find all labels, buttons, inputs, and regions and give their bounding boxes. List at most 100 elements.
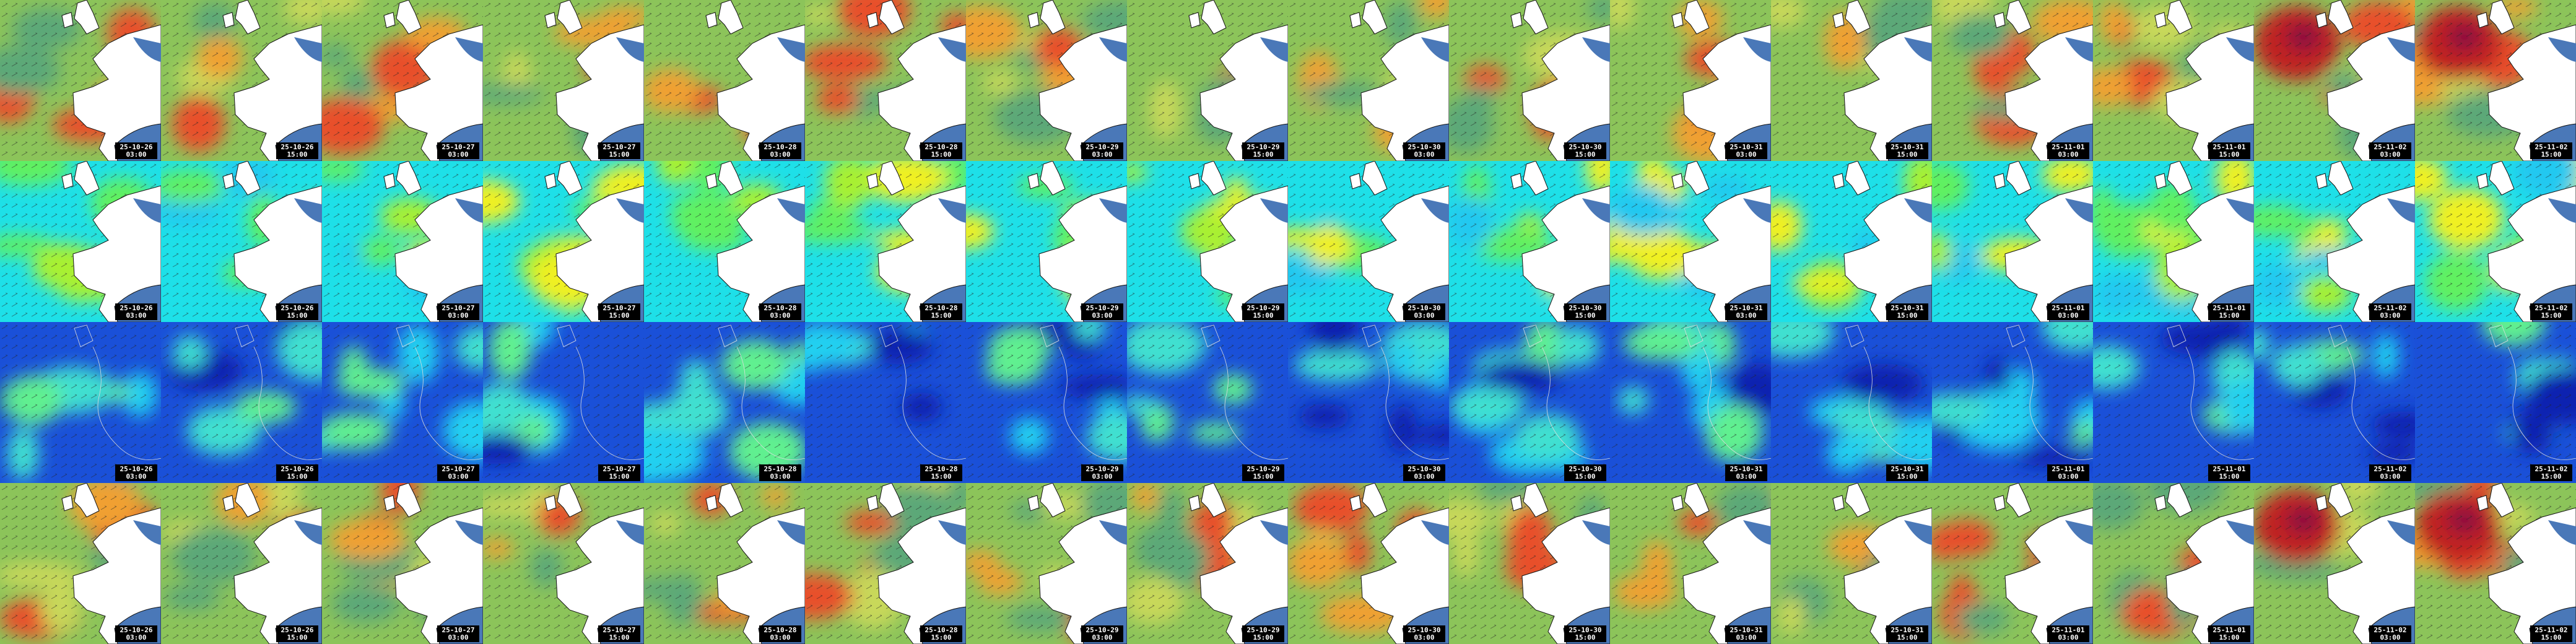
timestamp-date: 25-11-01	[2213, 143, 2246, 151]
ireland	[2315, 173, 2328, 189]
sea-inner	[1099, 37, 1127, 62]
ireland	[544, 495, 557, 511]
wind-arrows	[966, 322, 1127, 483]
sea-inner	[1260, 520, 1288, 545]
land-europe	[1038, 507, 1127, 644]
sea-inner	[2548, 198, 2576, 223]
sea-inner	[294, 520, 322, 545]
timestamp-time: 03:00	[2058, 311, 2078, 320]
land-europe	[1843, 185, 1932, 322]
british-isles	[2489, 483, 2515, 518]
land-europe	[1360, 185, 1449, 322]
timestamp-date: 25-10-27	[442, 143, 475, 151]
timestamp-box	[2530, 625, 2572, 642]
timestamp-time: 15:00	[1897, 472, 1917, 481]
land-europe	[72, 185, 161, 322]
timestamp-date: 25-10-28	[764, 304, 797, 312]
british-isles	[2006, 0, 2032, 35]
timestamp-date: 25-10-29	[1086, 626, 1119, 634]
timestamp-date: 25-10-30	[1408, 465, 1441, 473]
timestamp-time: 15:00	[1253, 150, 1273, 159]
ireland	[1832, 12, 1845, 28]
british-isles	[1362, 161, 1388, 196]
coastline	[1362, 324, 1449, 460]
ireland	[705, 173, 718, 189]
land-europe	[716, 24, 805, 161]
timestamp-date: 25-10-31	[1891, 626, 1924, 634]
timestamp-time: 03:00	[1736, 150, 1756, 159]
ireland	[1671, 12, 1684, 28]
ireland	[1671, 495, 1684, 511]
timestamp-box	[2047, 464, 2089, 481]
timestamp-box	[598, 625, 640, 642]
timestamp-time: 03:00	[126, 150, 146, 159]
timestamp-date: 25-10-26	[281, 465, 314, 473]
timestamp-time: 03:00	[1092, 311, 1112, 320]
land-europe	[1521, 185, 1610, 322]
ireland	[866, 12, 879, 28]
timestamp-date: 25-10-28	[764, 143, 797, 151]
british-isles	[2167, 161, 2193, 196]
timestamp-date: 25-10-27	[603, 465, 636, 473]
land-europe	[394, 24, 483, 161]
sea-inner	[2065, 520, 2093, 545]
timestamp-time: 15:00	[1253, 311, 1273, 320]
sea-inner	[2387, 37, 2415, 62]
land-europe	[2487, 24, 2576, 161]
timestamp-date: 25-11-01	[2052, 304, 2085, 312]
coastline	[2328, 324, 2415, 460]
coastline	[1201, 324, 1288, 460]
british-isles	[1201, 483, 1227, 518]
land-europe	[1199, 507, 1288, 644]
timestamp-time: 03:00	[1092, 472, 1112, 481]
sea-inner	[1260, 37, 1288, 62]
sea-inner	[938, 37, 966, 62]
timestamp-box	[920, 464, 962, 481]
timestamp-box	[2530, 464, 2572, 481]
british-isles	[74, 161, 100, 196]
ireland	[222, 12, 235, 28]
ireland	[2315, 12, 2328, 28]
timestamp-date: 25-11-02	[2535, 304, 2568, 312]
wind-arrows	[161, 322, 322, 483]
timestamp-time: 03:00	[2058, 633, 2078, 642]
timestamp-box	[437, 464, 479, 481]
timestamp-time: 03:00	[126, 633, 146, 642]
timestamp-box	[2047, 142, 2089, 159]
timestamp-date: 25-10-29	[1086, 465, 1119, 473]
land-europe	[555, 24, 644, 161]
ireland	[222, 495, 235, 511]
wind-arrows	[1288, 322, 1449, 483]
sea-inner	[938, 520, 966, 545]
timestamp-date: 25-10-27	[442, 626, 475, 634]
timestamp-date: 25-10-31	[1730, 143, 1763, 151]
coastline	[1040, 324, 1127, 460]
timestamp-box	[115, 625, 157, 642]
timestamp-time: 15:00	[2219, 472, 2239, 481]
sea-inner	[1582, 198, 1610, 223]
timestamp-date: 25-11-01	[2213, 465, 2246, 473]
timestamp-box	[1081, 142, 1123, 159]
timestamp-date: 25-11-01	[2052, 626, 2085, 634]
timestamp-time: 15:00	[287, 472, 307, 481]
timestamp-date: 25-10-29	[1247, 626, 1280, 634]
sea-inner	[1582, 520, 1610, 545]
british-isles	[1684, 483, 1710, 518]
sea-inner	[1421, 520, 1449, 545]
coastline	[74, 324, 161, 460]
timestamp-date: 25-11-01	[2052, 143, 2085, 151]
